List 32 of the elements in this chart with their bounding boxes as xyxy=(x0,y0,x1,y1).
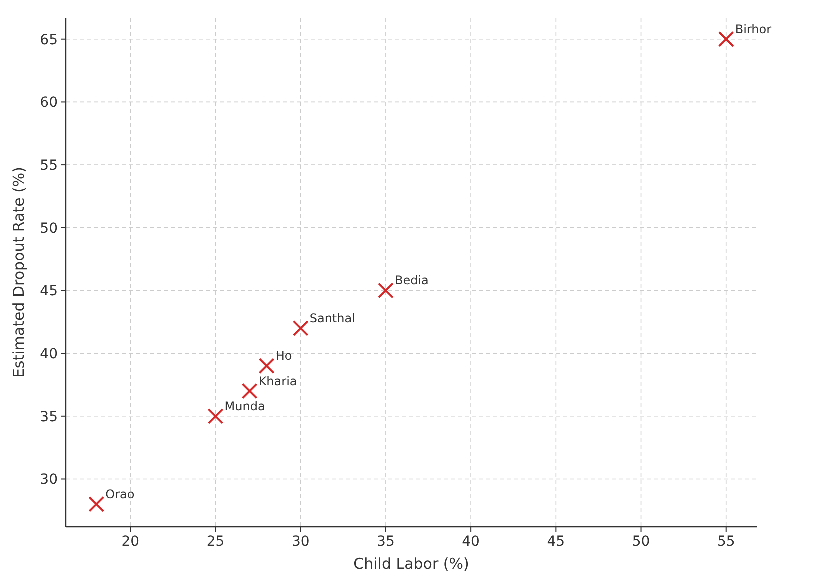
annotation: Santhal xyxy=(310,311,356,326)
annotation: Munda xyxy=(224,399,266,414)
x-tick-label: 25 xyxy=(206,534,225,550)
point xyxy=(378,282,394,299)
y-tick-label: 55 xyxy=(40,158,58,174)
y-axis-title: Estimated Dropout Rate (%) xyxy=(10,166,28,378)
x-axis-title: Child Labor (%) xyxy=(354,555,470,573)
y-tick-label: 60 xyxy=(40,95,58,112)
y-tick-label: 40 xyxy=(40,346,58,363)
point xyxy=(258,358,275,374)
y-tick-label: 50 xyxy=(40,220,58,237)
annotation: Bedia xyxy=(394,274,429,288)
point xyxy=(718,31,734,48)
x-tick-label: 55 xyxy=(717,534,736,550)
point xyxy=(208,408,224,424)
y-tick-label: 35 xyxy=(40,409,58,426)
x-tick-label: 45 xyxy=(547,534,566,550)
annotation: Ho xyxy=(276,349,292,364)
x-tick-label: 40 xyxy=(462,534,480,550)
point xyxy=(292,320,309,336)
annotation: Kharia xyxy=(258,374,298,388)
y-tick-label: 65 xyxy=(40,32,58,48)
annotation: Birhor xyxy=(735,22,772,36)
x-tick-label: 35 xyxy=(377,534,395,550)
y-tick-label: 45 xyxy=(40,284,58,300)
y-tick-label: 30 xyxy=(40,472,58,488)
x-tick-label: 30 xyxy=(292,534,310,550)
point xyxy=(88,496,105,512)
annotation: Orao xyxy=(106,487,135,502)
point xyxy=(242,383,258,400)
x-tick-label: 20 xyxy=(122,534,140,550)
x-tick-label: 50 xyxy=(632,534,650,550)
